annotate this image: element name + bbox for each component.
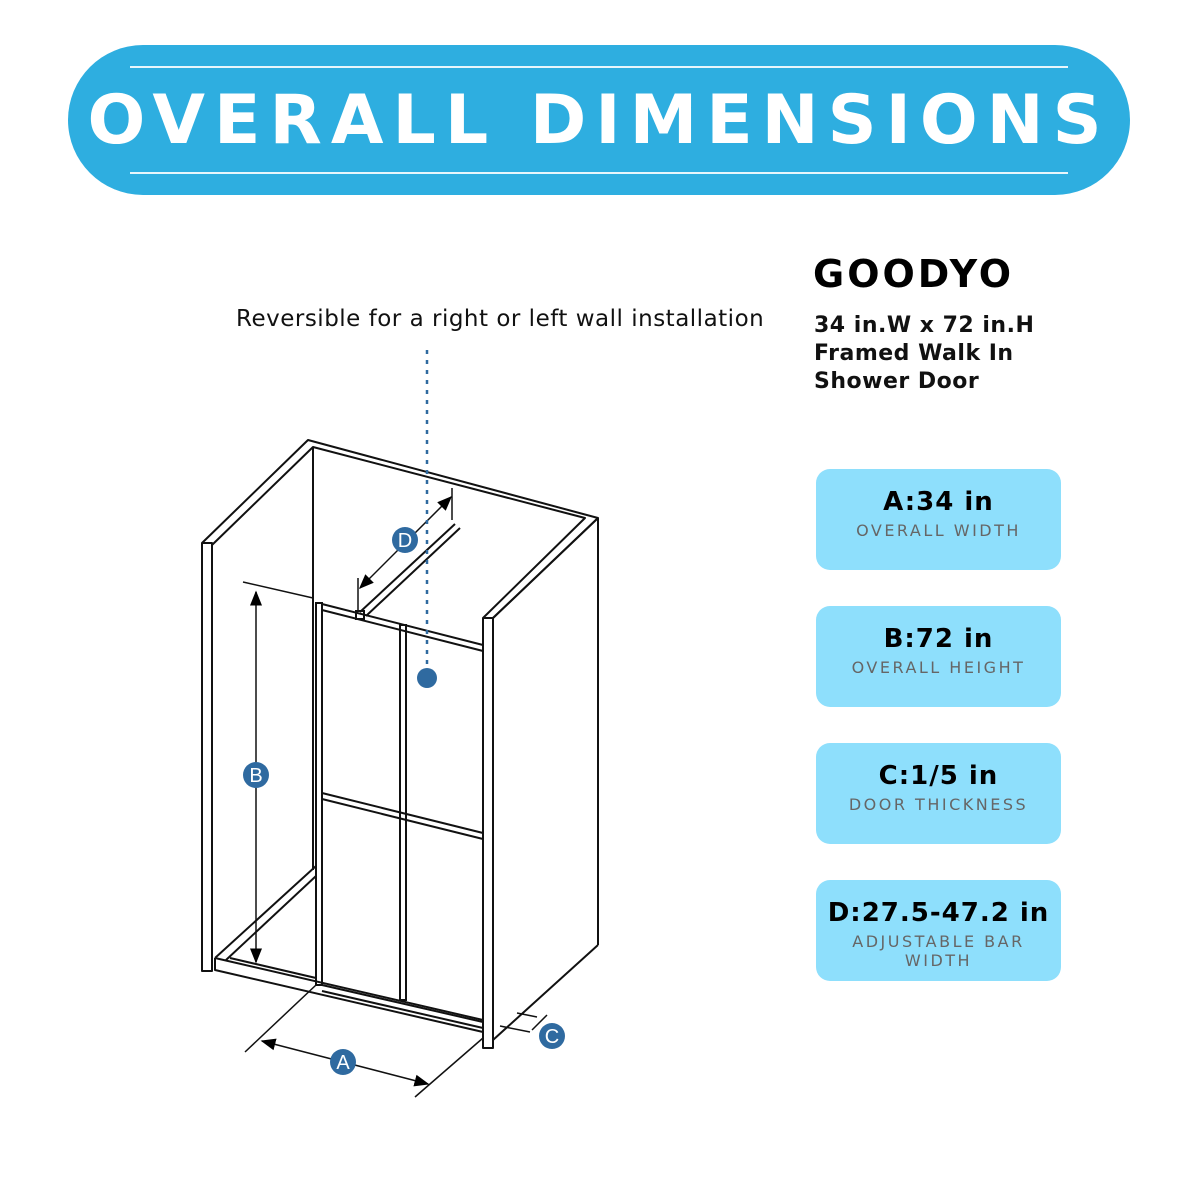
spec-card-thickness: C:1/5 in DOOR THICKNESS (816, 743, 1061, 844)
page-title: OVERALL DIMENSIONS (87, 81, 1111, 160)
product-line-size: 34 in.W x 72 in.H (814, 313, 1035, 338)
product-line-name: Shower Door (814, 369, 980, 394)
marker-c: C (539, 1023, 565, 1049)
svg-text:C: C (545, 1026, 559, 1048)
spec-value: A:34 in (883, 487, 994, 517)
spec-value: B:72 in (883, 624, 994, 654)
spec-value: D:27.5-47.2 in (827, 898, 1050, 928)
banner-bottom-rule (130, 172, 1068, 174)
product-line-type: Framed Walk In (814, 341, 1014, 366)
spec-label: ADJUSTABLE BAR WIDTH (852, 932, 1025, 970)
spec-label: OVERALL WIDTH (856, 521, 1021, 540)
reversible-note: Reversible for a right or left wall inst… (236, 306, 765, 332)
banner-top-rule (130, 66, 1068, 68)
reversible-marker-dot (417, 668, 437, 688)
spec-label: OVERALL HEIGHT (851, 658, 1026, 677)
enclosure-walls (201, 439, 599, 1049)
door-frame (315, 602, 484, 1029)
spec-value: C:1/5 in (878, 761, 999, 791)
product-description: 34 in.W x 72 in.H Framed Walk In Shower … (814, 312, 1034, 396)
svg-text:D: D (398, 530, 412, 552)
spec-card-height: B:72 in OVERALL HEIGHT (816, 606, 1061, 707)
dimension-lines (242, 488, 548, 1098)
marker-d: D (392, 527, 418, 553)
brand-name: GOODYO (813, 252, 1015, 296)
marker-b: B (243, 762, 269, 788)
svg-text:A: A (336, 1052, 350, 1074)
spec-card-width: A:34 in OVERALL WIDTH (816, 469, 1061, 570)
title-banner: OVERALL DIMENSIONS (68, 45, 1130, 195)
spec-card-bar-width: D:27.5-47.2 in ADJUSTABLE BAR WIDTH (816, 880, 1061, 981)
svg-text:B: B (249, 765, 262, 787)
marker-a: A (330, 1049, 356, 1075)
spec-label: DOOR THICKNESS (848, 795, 1029, 814)
